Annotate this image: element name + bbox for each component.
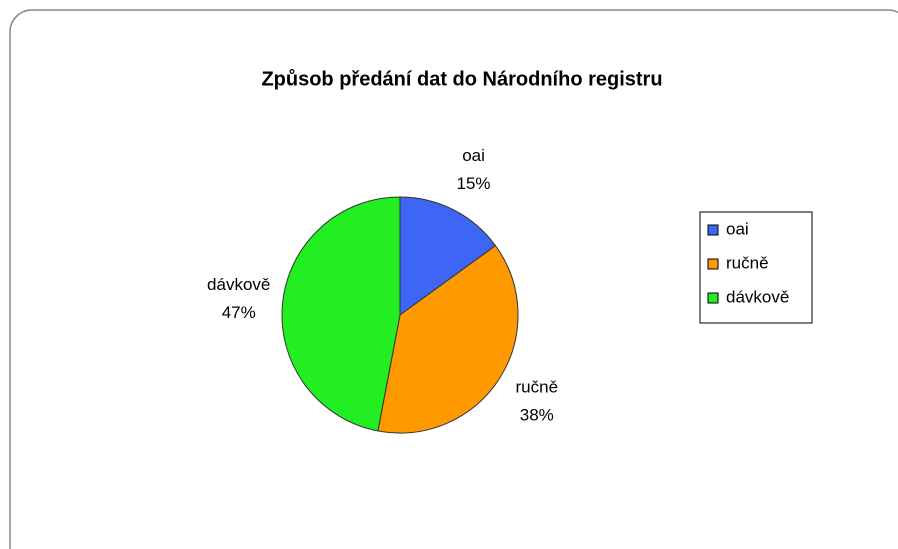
slice-category-label: ručně [516, 377, 559, 396]
slice-value-label: 15% [457, 174, 491, 193]
chart-title: Způsob předání dat do Národního registru [261, 68, 662, 90]
slice-value-label: 38% [520, 405, 554, 424]
slice-category-label: oai [462, 146, 485, 165]
legend-label: oai [726, 219, 749, 238]
legend-box [699, 211, 813, 324]
pie-slice [377, 244, 519, 434]
legend-swatch [707, 258, 719, 270]
legend-label: ručně [726, 253, 769, 272]
legend-label: dávkově [726, 287, 789, 306]
slice-category-label: dávkově [207, 275, 270, 294]
legend-swatch [707, 224, 719, 236]
pie-slice [399, 196, 497, 316]
pie-slice [281, 196, 401, 432]
legend-swatch [707, 292, 719, 304]
slice-value-label: 47% [222, 303, 256, 322]
